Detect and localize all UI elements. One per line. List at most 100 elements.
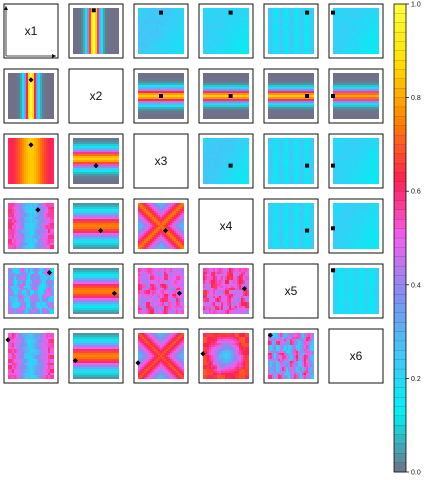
panel-r2-c3 [133,68,189,124]
variable-label: x4 [220,219,233,233]
panel-r2-c2: x2 [68,68,124,124]
panel-r3-c5 [263,133,319,189]
point-marker [5,337,11,343]
panel-r2-c4 [198,68,254,124]
panel-r2-c5 [263,68,319,124]
colorbar-band [393,125,407,136]
panel-r1-c1: x1 [3,3,59,59]
diagonal-panel-frame [68,68,124,124]
point-marker [305,94,310,98]
variable-label: x5 [285,284,298,298]
colorbar-band [393,247,407,258]
colorbar-band [393,219,407,230]
colorbar-band [393,462,407,473]
panel-r6-c6: x6 [328,328,384,384]
heatmap-cells [203,138,249,184]
diagonal-panel-frame [3,3,59,59]
variable-label: x2 [90,89,103,103]
colorbar-band [393,134,407,145]
colorbar-band [393,97,407,108]
point-marker [305,163,310,168]
colorbar-band [393,265,407,276]
panel-r5-c1 [3,263,59,319]
axis-arrows [4,6,56,58]
point-marker [228,163,233,168]
panel-r4-c3 [133,198,189,254]
heatmap-cells [268,333,314,379]
heatmap-cells [138,268,184,314]
panel-r2-c1 [3,68,59,124]
colorbar-band [393,368,407,379]
colorbar-band [393,350,407,361]
point-marker [159,94,163,98]
point-marker [331,268,335,273]
point-marker [163,228,169,234]
panel-grid: x1 x2 x3 x4 x5 x6 [3,3,384,384]
point-marker [176,290,182,296]
panel-r3-c1 [3,133,59,189]
point-marker [305,228,310,233]
heatmap-cells [333,203,379,249]
heatmap-cells [8,268,54,314]
colorbar-band [393,69,407,80]
heatmap-cells [8,333,54,379]
heatmap-cells [73,8,119,54]
point-marker [159,10,163,15]
panel-r1-c6 [328,3,384,59]
colorbar-band [393,191,407,201]
colorbar-band [393,275,407,286]
panel-r2-c6 [328,68,384,124]
heatmap-cells [73,138,119,184]
panel-r6-c4 [198,328,254,384]
panel-r4-c6 [328,198,384,254]
colorbar-band [393,172,407,183]
panel-r4-c4: x4 [198,198,254,254]
heatmap-cells [203,268,249,314]
panel-r3-c4 [198,133,254,189]
point-marker [93,163,99,169]
point-marker [135,360,141,366]
colorbar-band [393,303,407,314]
colorbar-band [393,387,407,398]
colorbar-band [393,88,407,98]
panel-r5-c5: x5 [263,263,319,319]
panel-r3-c6 [328,133,384,189]
colorbar-band [393,228,407,239]
colorbar-tick-label: 0.8 [411,95,421,102]
panel-r5-c3 [133,263,189,319]
heatmap-cells [333,138,379,184]
heatmap-cells [268,73,314,119]
colorbar-tick-label: 0.6 [411,189,421,196]
colorbar-band [393,312,407,323]
panel-r5-c6 [328,263,384,319]
point-marker [28,142,34,148]
point-marker [267,332,273,338]
colorbar-band [393,443,407,454]
colorbar-band [393,340,407,351]
point-marker [28,77,34,83]
heatmap-cells [203,73,249,119]
variable-label: x1 [25,24,38,38]
heatmap-cells [73,333,119,379]
colorbar-band [393,256,407,267]
panel-r6-c5 [263,328,319,384]
variable-label: x3 [155,154,168,168]
colorbar-band [393,294,407,304]
heatmap-cells [138,8,184,54]
point-marker [200,351,206,357]
heatmap-cells [268,138,314,184]
heatmap-cells [268,8,314,54]
colorbar-tick-label: 0.2 [411,376,421,383]
variable-label: x6 [350,349,363,363]
colorbar-band [393,78,407,89]
point-marker [305,10,310,15]
panel-r4-c5 [263,198,319,254]
panel-r1-c5 [263,3,319,59]
colorbar-band [393,144,407,155]
colorbar-band [393,106,407,117]
panel-r4-c2 [68,198,124,254]
point-marker [331,163,335,168]
colorbar-band [393,425,407,435]
colorbar-band [393,31,407,42]
